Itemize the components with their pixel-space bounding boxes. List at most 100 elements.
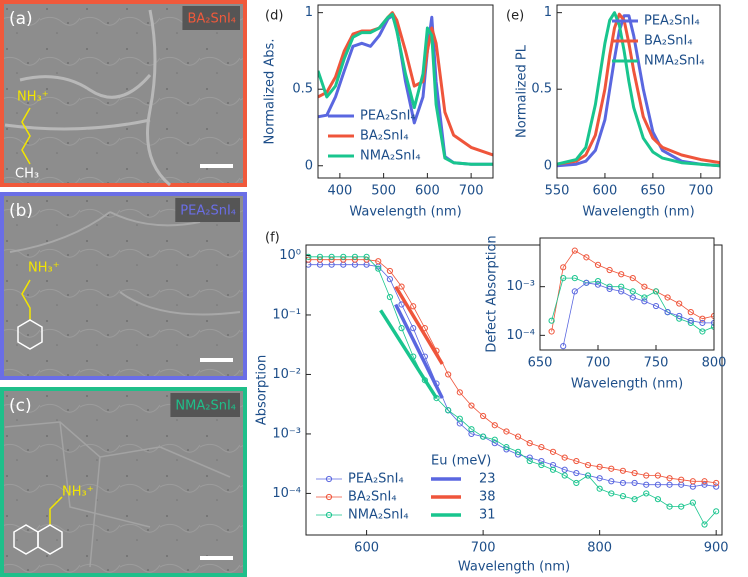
x-tick-label: 900 [704,541,729,556]
data-point [641,298,648,305]
label-background [175,198,240,222]
y-tick-label: 10⁻³ [272,426,301,441]
x-tick-label: 700 [688,184,713,199]
data-point [445,371,452,378]
panel-image [0,387,247,577]
series-line [562,282,714,347]
y-axis-label: Normalized PL [515,44,530,138]
x-tick-label: 600 [415,184,440,199]
data-point [548,317,555,324]
series-line [308,259,717,484]
data-point [514,448,522,455]
y-tick-label: 1 [544,5,552,20]
legend-label: NMA₂SnI₄ [644,54,705,69]
plot-frame [556,4,721,179]
molecule [21,279,31,320]
series-line [551,250,714,332]
molecule [49,496,63,525]
fit-line [394,303,444,399]
end-group-label: CH₃ [15,167,39,182]
data-point [596,485,603,492]
data-point [666,481,673,488]
series-line [557,14,720,168]
data-point [678,503,685,510]
data-point [328,253,335,260]
panel-label: (a) [9,9,33,29]
data-point [583,254,590,261]
data-point [641,294,648,301]
data-point [654,472,662,479]
data-point [503,444,510,451]
data-point [629,288,636,295]
data-point [699,328,706,335]
data-point [480,412,487,420]
x-tick-label: 400 [327,184,352,199]
data-point [652,288,660,295]
data-point [573,469,580,477]
data-point [491,440,498,447]
data-point [596,463,603,470]
y-tick-label: 0.5 [531,82,552,97]
data-point [584,472,592,479]
data-point [571,288,578,295]
data-point [548,328,555,335]
plot-frame [539,237,715,351]
plot-frame [317,4,494,179]
x-axis-label: Wavelength (nm) [582,205,694,220]
data-point [701,478,708,485]
data-point [526,457,533,465]
x-tick-label: 600 [593,184,618,199]
data-point [643,490,650,497]
x-axis-label: Wavelength (nm) [458,560,570,575]
data-point [561,466,568,473]
x-axis-label: Wavelength (nm) [571,377,683,392]
data-point [514,433,522,440]
data-point [316,253,324,260]
series-line [557,11,720,168]
data-point [689,499,696,506]
fit-line [379,309,438,400]
sem-panel: (b) PEA₂SnI₄ NH₃⁺ [0,192,247,380]
data-point [456,415,463,422]
panel-label: (e) [506,9,524,24]
y-tick-label: 0 [305,158,313,173]
x-tick-label: 600 [354,541,379,556]
x-tick-label: 700 [459,184,484,199]
legend-label: PEA₂SnI₄ [348,472,404,487]
legend-label: NMA₂SnI₄ [360,149,421,164]
data-point [560,275,567,282]
data-point [410,325,417,332]
legend-label: 38 [479,490,496,505]
plot-area [306,253,720,528]
data-point [608,478,615,485]
panel-image [0,0,247,187]
data-point [643,481,650,488]
x-tick-label: 700 [586,356,611,371]
data-point [398,325,405,332]
data-point [560,264,567,271]
data-point [386,267,393,275]
amine-label: NH₃⁺ [62,485,94,500]
data-point [619,479,627,487]
data-point [618,271,625,278]
data-point [306,253,312,260]
series-line [318,12,493,166]
y-tick-label: 10⁻⁴ [506,328,535,343]
data-point [561,454,568,461]
label-background [170,393,240,417]
data-point [594,261,602,269]
data-point [666,503,673,510]
legend-title: Eu (meV) [431,454,491,469]
panel-label: (c) [9,396,32,416]
chart: 650 700 750 800 10⁻³ 10⁻⁴ Wavelength (nm) Defec… [485,235,727,391]
data-point [641,283,648,290]
data-point [631,469,638,477]
data-point [701,521,708,528]
panel-image [0,192,247,380]
molecule-ring [17,319,43,350]
plot-area [557,11,720,168]
grain-boundary [4,421,231,568]
legend-label: BA₂SnI₄ [348,490,397,505]
data-point [664,294,671,301]
